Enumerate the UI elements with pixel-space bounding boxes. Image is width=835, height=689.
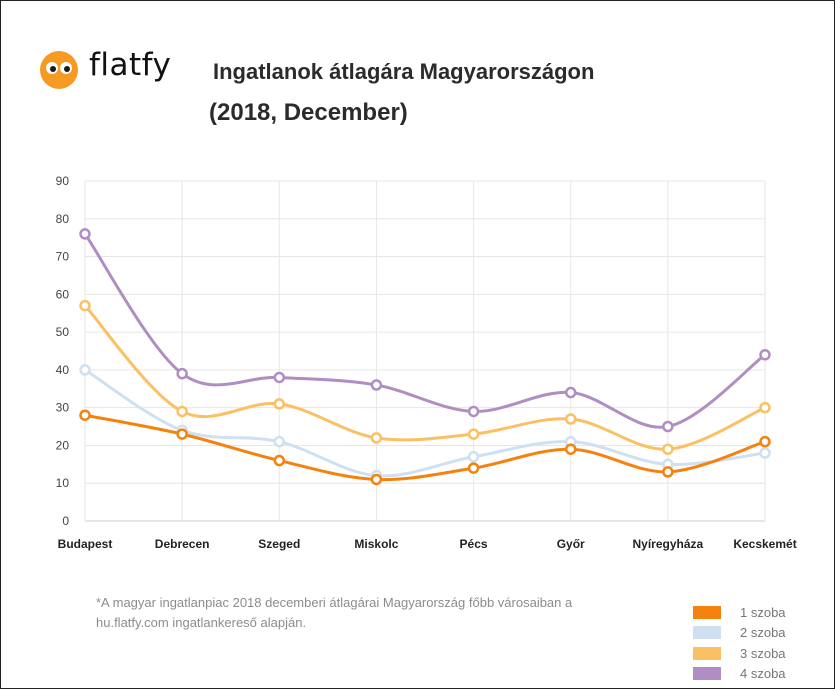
data-point bbox=[273, 371, 286, 384]
y-tick-label: 70 bbox=[56, 250, 70, 264]
x-tick-label: Nyíregyháza bbox=[633, 537, 704, 551]
x-tick-label: Miskolc bbox=[354, 537, 398, 551]
data-point bbox=[467, 428, 480, 440]
data-point bbox=[467, 462, 480, 474]
brand-name: flatfy bbox=[89, 47, 172, 83]
y-tick-label: 30 bbox=[56, 401, 70, 415]
data-point bbox=[564, 386, 577, 399]
legend-swatch bbox=[693, 646, 721, 660]
series-4-szoba bbox=[79, 228, 771, 433]
flatfy-logo: flatfy bbox=[39, 47, 179, 93]
data-point bbox=[662, 443, 674, 455]
series-line bbox=[83, 233, 766, 429]
source-note-line-2: hu.flatfy.com ingatlankereső alapján. bbox=[96, 615, 307, 630]
legend-item: 4 szoba bbox=[693, 664, 786, 685]
data-point bbox=[79, 409, 91, 421]
data-point bbox=[176, 428, 188, 440]
series-line bbox=[84, 368, 766, 478]
data-point bbox=[273, 435, 286, 448]
data-point bbox=[759, 435, 771, 448]
line-chart: 0 10 20 30 40 50 60 70 80 90 Budapest Debrecen Szeg… bbox=[56, 174, 797, 551]
data-point bbox=[662, 466, 674, 478]
data-point bbox=[176, 405, 188, 418]
data-point bbox=[467, 451, 480, 463]
data-point bbox=[759, 447, 771, 459]
data-point bbox=[79, 364, 91, 376]
data-point bbox=[273, 398, 286, 410]
x-tick-label: Szeged bbox=[258, 537, 300, 551]
owl-eyes-icon bbox=[40, 51, 78, 89]
legend-swatch bbox=[693, 605, 721, 619]
legend-label: 3 szoba bbox=[740, 645, 786, 661]
legend-swatch bbox=[693, 626, 721, 640]
logo-right-pupil bbox=[64, 66, 70, 72]
y-axis-ticks: 0 10 20 30 40 50 60 70 80 90 bbox=[56, 174, 70, 528]
y-tick-label: 80 bbox=[56, 212, 70, 226]
x-tick-label: Kecskemét bbox=[733, 537, 796, 551]
legend-label: 4 szoba bbox=[740, 666, 786, 682]
legend-swatch bbox=[693, 667, 721, 681]
data-point bbox=[759, 349, 771, 361]
y-tick-label: 20 bbox=[56, 438, 70, 452]
y-tick-label: 60 bbox=[56, 287, 70, 301]
series-1-szoba bbox=[79, 409, 771, 486]
y-tick-label: 90 bbox=[56, 174, 70, 188]
logo-circle bbox=[40, 51, 78, 89]
data-point bbox=[79, 228, 91, 240]
series-line bbox=[84, 413, 766, 482]
legend-item: 2 szoba bbox=[693, 623, 786, 644]
data-point bbox=[176, 367, 188, 380]
series-lines bbox=[79, 228, 771, 486]
y-tick-label: 10 bbox=[56, 476, 70, 490]
source-note-line-1: *A magyar ingatlanpiac 2018 decemberi át… bbox=[96, 595, 573, 610]
x-axis-ticks: Budapest Debrecen Szeged Miskolc Pécs Győr Nyí… bbox=[58, 537, 797, 551]
y-tick-label: 40 bbox=[56, 363, 70, 377]
legend-label: 2 szoba bbox=[740, 625, 786, 641]
legend-item: 1 szoba bbox=[693, 602, 786, 623]
data-point bbox=[759, 401, 771, 414]
series-3-szoba bbox=[79, 299, 771, 455]
data-point bbox=[370, 473, 383, 486]
data-point bbox=[370, 379, 383, 391]
source-note: *A magyar ingatlanpiac 2018 decemberi át… bbox=[96, 593, 616, 633]
data-point bbox=[662, 420, 674, 433]
data-point bbox=[79, 299, 91, 312]
chart-subtitle: (2018, December) bbox=[209, 99, 408, 126]
y-tick-label: 0 bbox=[62, 514, 69, 528]
data-point bbox=[273, 454, 286, 467]
x-tick-label: Pécs bbox=[460, 537, 488, 551]
data-point bbox=[467, 405, 480, 418]
chart-title: Ingatlanok átlagára Magyarországon bbox=[213, 59, 595, 84]
data-point bbox=[564, 413, 577, 425]
logo-left-pupil bbox=[50, 66, 56, 72]
legend-label: 1 szoba bbox=[740, 604, 786, 620]
data-point bbox=[564, 443, 577, 455]
y-tick-label: 50 bbox=[56, 325, 70, 339]
chart-legend: 1 szoba 2 szoba 3 szoba 4 szoba bbox=[693, 602, 786, 684]
x-tick-label: Budapest bbox=[58, 537, 113, 551]
x-tick-label: Győr bbox=[557, 537, 585, 551]
legend-item: 3 szoba bbox=[693, 643, 786, 664]
data-point bbox=[370, 432, 383, 444]
x-tick-label: Debrecen bbox=[155, 537, 210, 551]
